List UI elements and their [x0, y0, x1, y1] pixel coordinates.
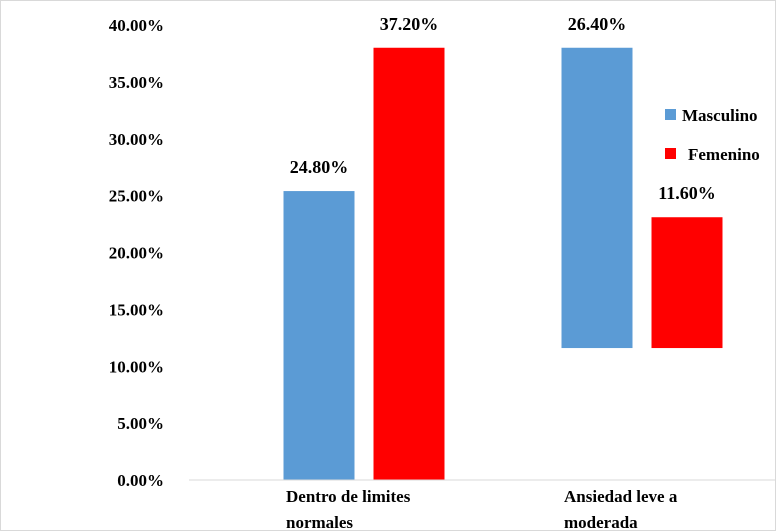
- legend-swatch-masculino: [665, 109, 676, 120]
- y-tick-label: 30.00%: [109, 130, 164, 149]
- legend-label-femenino: Femenino: [688, 145, 760, 164]
- category-label: Ansiedad leve a: [564, 487, 678, 506]
- y-axis-ticks: 0.00% 5.00% 10.00% 15.00% 20.00% 25.00% 30.00%…: [109, 16, 164, 490]
- legend-label-masculino: Masculino: [682, 106, 758, 125]
- bar-masculino-1: [283, 191, 355, 480]
- legend-swatch-femenino: [665, 148, 676, 159]
- bar-femenino-2: [651, 217, 723, 349]
- category-labels: Dentro de limites normales Ansiedad leve a…: [286, 487, 678, 532]
- y-tick-label: 5.00%: [117, 414, 164, 433]
- y-tick-label: 25.00%: [109, 187, 164, 206]
- data-label: 37.20%: [380, 14, 439, 34]
- category-label: normales: [286, 513, 353, 532]
- data-label: 11.60%: [658, 183, 716, 203]
- data-labels: 24.80% 26.40% 37.20% 11.60%: [290, 14, 716, 203]
- category-label: moderada: [564, 513, 638, 532]
- bar-masculino-2: [561, 47, 633, 349]
- y-tick-label: 40.00%: [109, 16, 164, 35]
- y-tick-label: 20.00%: [109, 244, 164, 263]
- bar-femenino-1: [373, 47, 445, 480]
- legend: Masculino Femenino: [665, 106, 760, 164]
- bar-series: [283, 47, 723, 480]
- y-tick-label: 10.00%: [109, 357, 164, 376]
- y-tick-label: 0.00%: [117, 471, 164, 490]
- data-label: 24.80%: [290, 157, 349, 177]
- y-tick-label: 35.00%: [109, 73, 164, 92]
- category-label: Dentro de limites: [286, 487, 411, 506]
- data-label: 26.40%: [568, 14, 627, 34]
- y-tick-label: 15.00%: [109, 300, 164, 319]
